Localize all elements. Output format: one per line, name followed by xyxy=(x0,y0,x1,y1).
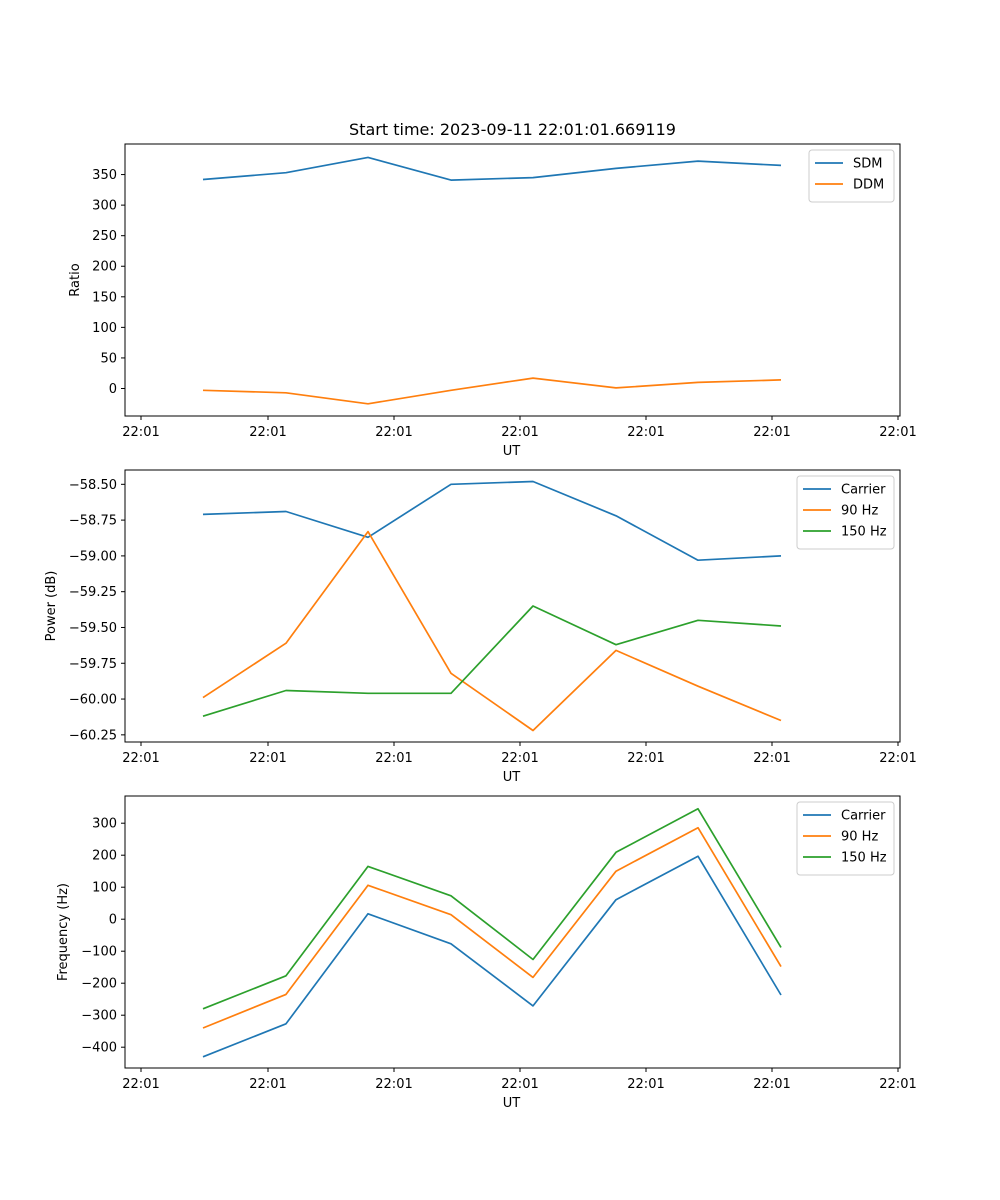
series-line-90-hz xyxy=(202,826,782,1029)
x-tick-label: 22:01 xyxy=(249,1077,286,1092)
y-tick-label: 200 xyxy=(92,260,117,275)
x-tick-label: 22:01 xyxy=(501,1077,538,1092)
y-tick-label: 300 xyxy=(92,817,117,832)
chart-panel-2: 22:01 22:01 22:01 22:01 22:01 22:01 22:01 UT −58… xyxy=(44,469,917,785)
x-tick-label: 22:01 xyxy=(753,1077,790,1092)
y-tick-label: −59.75 xyxy=(69,657,117,672)
legend-label: Carrier xyxy=(841,809,886,824)
x-tick-label: 22:01 xyxy=(501,751,538,766)
y-axis-label: Ratio xyxy=(68,263,83,296)
plot-frame xyxy=(124,795,901,1069)
y-tick-label: 350 xyxy=(92,168,117,183)
series-line-150-hz xyxy=(202,807,782,1010)
y-tick-label: −400 xyxy=(81,1041,117,1056)
x-tick-label: 22:01 xyxy=(375,425,412,440)
series-line-150-hz xyxy=(202,605,782,718)
legend-label: 90 Hz xyxy=(841,830,878,845)
y-tick-label: −59.25 xyxy=(69,585,117,600)
y-tick-label: 50 xyxy=(100,351,117,366)
x-tick-label: 22:01 xyxy=(879,425,916,440)
series-line-carrier xyxy=(202,855,782,1058)
x-tick-label: 22:01 xyxy=(122,751,159,766)
legend-label: DDM xyxy=(853,178,884,193)
series-line-carrier xyxy=(202,480,782,562)
legend-label: Carrier xyxy=(841,483,886,498)
y-tick-label: 0 xyxy=(109,382,117,397)
chart-panel-3: 22:01 22:01 22:01 22:01 22:01 22:01 22:01 UT −40… xyxy=(56,795,917,1111)
y-tick-label: −300 xyxy=(81,1009,117,1024)
y-tick-label: 100 xyxy=(92,881,117,896)
y-tick-label: 200 xyxy=(92,849,117,864)
y-tick-label: −58.50 xyxy=(69,478,117,493)
series-line-ddm xyxy=(202,377,782,405)
x-tick-label: 22:01 xyxy=(249,751,286,766)
chart-panel-1: Start time: 2023-09-11 22:01:01.669119 22… xyxy=(68,120,917,459)
y-tick-label: −200 xyxy=(81,977,117,992)
series-line-90-hz xyxy=(202,530,782,732)
y-tick-label: −100 xyxy=(81,945,117,960)
legend-label: 150 Hz xyxy=(841,525,887,540)
x-tick-label: 22:01 xyxy=(627,751,664,766)
series-line-sdm xyxy=(202,156,782,181)
x-tick-label: 22:01 xyxy=(753,425,790,440)
x-tick-label: 22:01 xyxy=(122,425,159,440)
x-tick-label: 22:01 xyxy=(627,425,664,440)
x-axis-label: UT xyxy=(503,444,521,459)
y-tick-label: 300 xyxy=(92,199,117,214)
y-tick-label: −60.25 xyxy=(69,728,117,743)
x-tick-label: 22:01 xyxy=(375,751,412,766)
y-tick-label: −59.00 xyxy=(69,549,117,564)
x-tick-label: 22:01 xyxy=(627,1077,664,1092)
x-tick-label: 22:01 xyxy=(753,751,790,766)
x-axis-label: UT xyxy=(503,770,521,785)
y-tick-label: −59.50 xyxy=(69,621,117,636)
y-tick-label: 250 xyxy=(92,229,117,244)
y-tick-label: 150 xyxy=(92,290,117,305)
y-axis-label: Power (dB) xyxy=(44,571,59,642)
y-tick-label: −60.00 xyxy=(69,693,117,708)
legend-label: 150 Hz xyxy=(841,851,887,866)
legend-label: 90 Hz xyxy=(841,504,878,519)
x-tick-label: 22:01 xyxy=(501,425,538,440)
x-tick-label: 22:01 xyxy=(122,1077,159,1092)
plot-frame xyxy=(124,469,901,743)
y-tick-label: 100 xyxy=(92,321,117,336)
y-axis-label: Frequency (Hz) xyxy=(56,883,71,981)
plot-frame xyxy=(124,143,901,417)
x-tick-label: 22:01 xyxy=(249,425,286,440)
x-tick-label: 22:01 xyxy=(879,751,916,766)
x-tick-label: 22:01 xyxy=(375,1077,412,1092)
y-tick-label: 0 xyxy=(109,913,117,928)
y-tick-label: −58.75 xyxy=(69,514,117,529)
x-axis-label: UT xyxy=(503,1096,521,1111)
chart-title: Start time: 2023-09-11 22:01:01.669119 xyxy=(349,120,676,139)
x-tick-label: 22:01 xyxy=(879,1077,916,1092)
legend-label: SDM xyxy=(853,157,882,172)
